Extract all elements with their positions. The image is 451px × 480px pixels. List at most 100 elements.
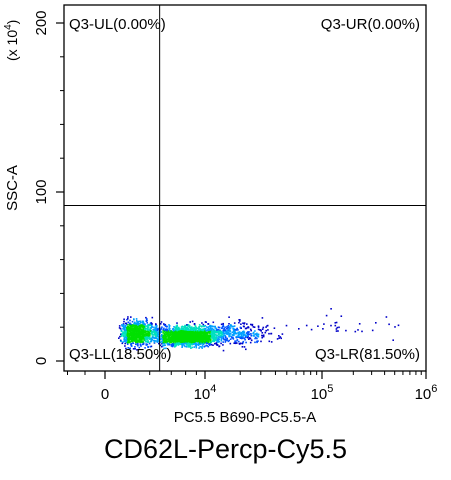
event-point [151,336,153,339]
event-point [257,325,260,327]
event-point [188,333,190,336]
event-point [246,336,249,339]
event-point [240,323,242,325]
event-point [183,342,185,345]
event-point [140,334,142,337]
event-point [184,335,187,337]
event-point [194,324,196,327]
event-point [239,332,241,334]
event-point [392,339,394,341]
event-point [216,339,219,341]
event-point [139,338,141,340]
event-point [186,338,188,340]
event-point [137,335,139,338]
event-point [242,341,244,344]
event-point [133,318,135,321]
event-point [208,326,210,328]
event-point [229,330,231,332]
event-point [183,337,185,340]
event-point [222,338,225,340]
event-point [224,335,226,337]
event-point [158,342,160,345]
event-point [212,344,214,346]
event-point [236,339,238,342]
event-point [176,332,178,335]
event-point [222,332,225,334]
event-point [191,329,193,331]
event-point [234,332,237,335]
event-point [141,329,143,331]
event-point [187,328,189,331]
event-point [205,339,208,342]
event-point [262,335,265,338]
event-point [184,328,186,331]
event-point [262,326,265,329]
event-point [242,340,245,343]
event-point [129,319,131,322]
event-point [193,328,196,330]
event-point [199,339,201,341]
event-point [224,329,227,331]
event-point [203,333,205,336]
event-point [252,332,254,335]
event-point [221,333,224,336]
event-point [218,326,221,329]
event-point [204,324,207,327]
event-point [142,327,144,329]
event-point [233,325,236,327]
event-point [124,324,127,327]
event-point [124,327,126,329]
event-point [261,336,263,339]
event-point [207,332,209,334]
event-point [197,338,200,341]
event-point [223,333,225,335]
event-point [212,339,215,341]
event-point [127,328,130,330]
event-point [251,324,254,327]
event-point [212,340,214,342]
event-point [244,334,246,336]
event-point [335,321,338,324]
event-point [177,344,179,346]
event-point [138,346,141,349]
event-point [136,341,139,343]
event-point [177,342,180,344]
event-point [206,342,208,344]
event-point [197,331,199,333]
event-point [161,340,163,343]
event-point [183,332,186,335]
event-point [138,333,141,335]
event-point [122,335,125,337]
event-point [175,330,178,333]
event-point [199,341,201,344]
event-point [134,330,137,333]
event-point [215,331,218,334]
event-point [261,332,264,334]
event-point [191,342,193,345]
event-point [208,330,210,333]
event-point [183,326,185,329]
event-point [133,324,136,327]
event-point [254,330,256,332]
event-point [184,338,187,341]
event-point [196,337,198,340]
event-point [185,346,188,348]
event-point [195,344,197,346]
event-point [226,331,228,334]
event-point [149,345,152,348]
event-point [151,325,153,327]
event-point [150,327,152,329]
event-point [153,326,155,329]
event-point [280,337,282,340]
quadrant-label-ul: Q3-UL(0.00%) [69,16,166,33]
event-point [165,325,167,327]
event-point [174,346,176,348]
event-point [198,329,201,332]
event-point [179,343,182,345]
event-point [138,336,141,338]
event-point [123,336,126,339]
event-point [199,332,202,334]
event-point [166,341,169,343]
event-point [153,330,155,332]
event-point [144,336,147,339]
